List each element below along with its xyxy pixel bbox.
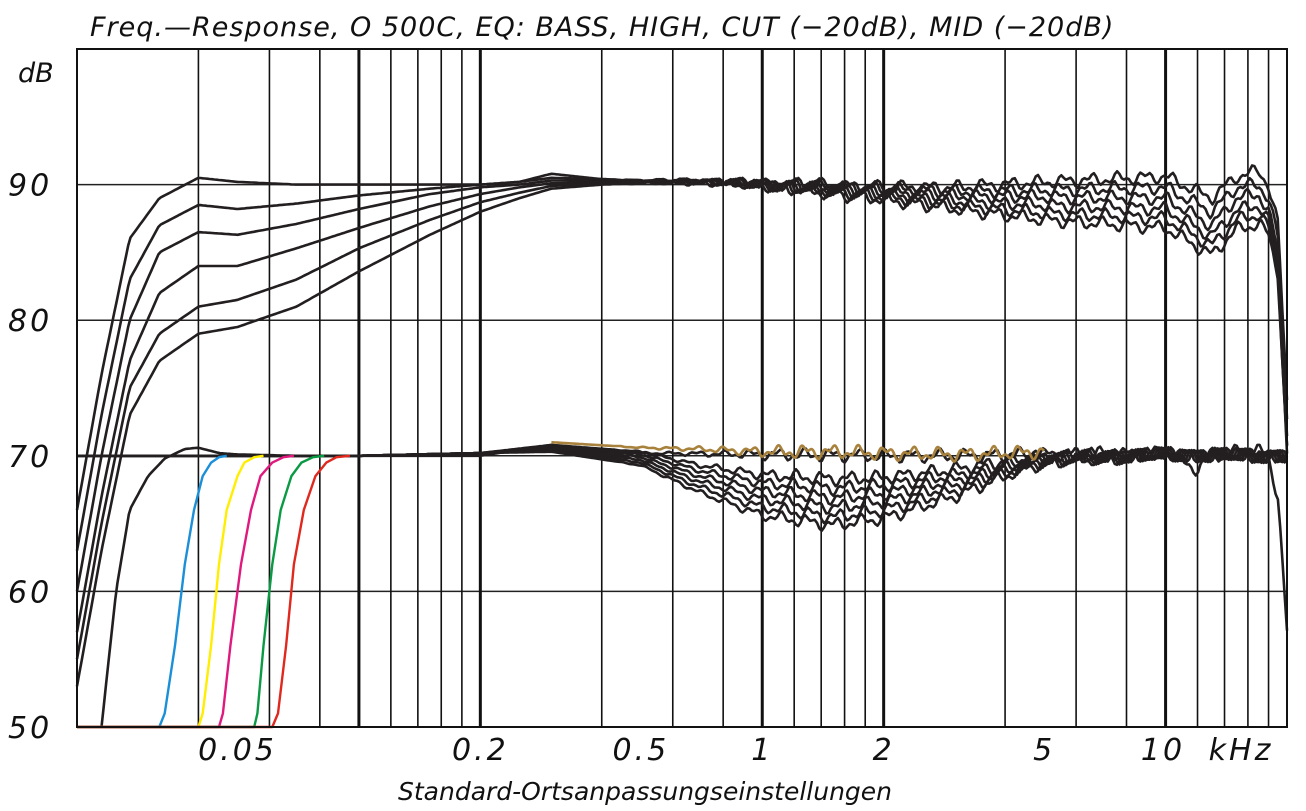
grid <box>77 49 1287 727</box>
x-tick-label: 5 <box>1033 733 1055 768</box>
x-tick-label: 2 <box>873 733 895 768</box>
y-axis-unit-label: dB <box>18 58 54 89</box>
x-tick-label: 0.5 <box>612 733 669 768</box>
series-group <box>75 164 1289 729</box>
tick-labels: 50 60 70 80 90 0.05 0.2 0.5 1 2 5 10 kHz <box>8 169 1274 768</box>
series-line-highpass-red <box>77 454 351 729</box>
series-line-mid-gold <box>551 440 1045 463</box>
series-line-highpass-magenta <box>77 454 295 729</box>
series-line-highpass-yellow <box>77 454 264 729</box>
x-axis-caption: Standard-Ortsanpassungseinstellungen <box>398 777 892 806</box>
series-line-bass-black <box>75 177 1289 592</box>
chart-title: Freq.—Response, O 500C, EQ: BASS, HIGH, … <box>90 12 1114 43</box>
x-tick-label: 0.05 <box>198 733 277 768</box>
series-line-bass-black <box>75 179 1289 687</box>
plot-frame <box>76 48 1288 728</box>
y-tick-label: 50 <box>8 711 52 746</box>
series-line-bass-black <box>75 177 1289 660</box>
x-tick-label: kHz <box>1209 733 1274 768</box>
y-tick-label: 70 <box>8 440 52 475</box>
series-line-highpass-green <box>77 454 325 729</box>
y-tick-label: 90 <box>8 169 52 204</box>
series-line-cut-black <box>100 443 1289 728</box>
x-tick-label: 1 <box>751 733 773 768</box>
x-tick-label: 10 <box>1141 733 1185 768</box>
y-tick-label: 80 <box>8 304 52 339</box>
series-line-bass-black <box>75 176 1289 551</box>
y-tick-label: 60 <box>8 575 52 610</box>
series-line-highpass-blue <box>77 454 227 729</box>
series-line-mid-black <box>77 446 1288 533</box>
x-tick-label: 0.2 <box>452 733 509 768</box>
series-line-bass-black <box>75 177 1289 633</box>
